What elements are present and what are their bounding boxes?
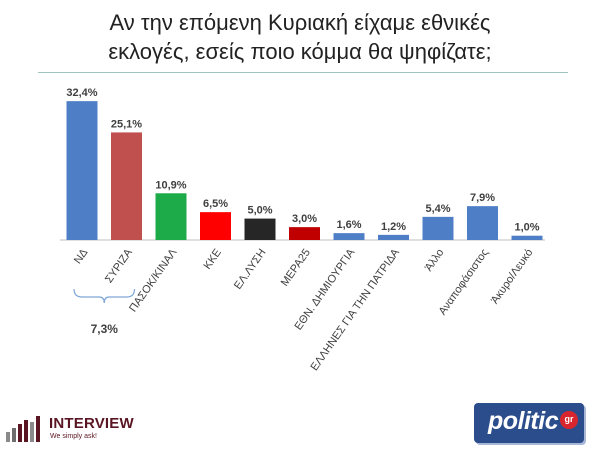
gap-bracket	[73, 288, 136, 304]
bar	[511, 235, 543, 240]
chart-title-line-2: εκλογές, εσείς ποιο κόμμα θα ψηφίζατε;	[108, 39, 492, 64]
bar	[289, 227, 320, 240]
interview-logo-name: INTERVIEW	[49, 415, 134, 432]
bar-value-label: 5,0%	[247, 205, 272, 217]
category-label: ΕΛ.ΛΥΣΗ	[232, 247, 268, 292]
bar	[378, 234, 409, 240]
bar	[333, 233, 365, 240]
category-label: ΚΚΕ	[201, 247, 223, 272]
bar-value-label: 25,1%	[111, 118, 142, 130]
politic-logo: politic gr	[474, 403, 594, 449]
gap-label: 7,3%	[91, 322, 119, 336]
bar	[244, 218, 276, 240]
politic-logo-name: politic	[488, 407, 559, 435]
category-label: ΜΕΡΑ25	[279, 247, 313, 289]
category-label: Άκυρο/Λευκό	[489, 247, 536, 306]
category-label: Αναποφάσιστος	[437, 247, 491, 318]
bar-value-label: 7,9%	[470, 192, 495, 204]
bar-value-label: 32,4%	[66, 87, 97, 99]
politic-logo-suffix: gr	[560, 411, 578, 429]
category-label: ΣΥΡΙΖΑ	[103, 246, 135, 285]
bar-value-label: 1,6%	[336, 219, 361, 231]
bar-value-label: 10,9%	[155, 179, 186, 191]
bar	[467, 206, 498, 240]
bar-value-label: 6,5%	[203, 198, 228, 210]
chart-title-line-1: Αν την επόμενη Κυριακή είχαμε εθνικές	[109, 10, 491, 35]
bar-value-label: 3,0%	[292, 213, 317, 225]
category-label: ΕΛΛΗΝΕΣ ΓΙΑ ΤΗΝ ΠΑΤΡΙΔΑ	[309, 246, 403, 373]
bar-value-label: 5,4%	[425, 203, 450, 215]
bar-chart: 32,4% ΝΔ 25,1% ΣΥΡΙΖΑ 10,9% ΠΑΣΟΚ/ΚΙΝΑΛ 6,5% ΚΚ…	[60, 87, 545, 373]
bar	[200, 212, 231, 240]
bar	[155, 193, 187, 240]
title-divider	[38, 72, 568, 73]
chart-title: Αν την επόμενη Κυριακή είχαμε εθνικές εκ…	[0, 8, 600, 66]
bar-value-label: 1,2%	[381, 221, 406, 233]
bar	[422, 216, 454, 240]
category-label: Άλλο	[423, 247, 447, 274]
interview-logo: INTERVIEW We simply ask!	[6, 412, 166, 446]
bar	[111, 132, 142, 240]
category-label: ΝΔ	[72, 246, 91, 266]
interview-logo-tagline: We simply ask!	[50, 433, 97, 440]
bar-value-label: 1,0%	[514, 222, 539, 234]
bar	[66, 101, 98, 241]
interview-bars-icon	[6, 416, 40, 442]
category-label: ΠΑΣΟΚ/ΚΙΝΑΛ	[127, 246, 180, 314]
